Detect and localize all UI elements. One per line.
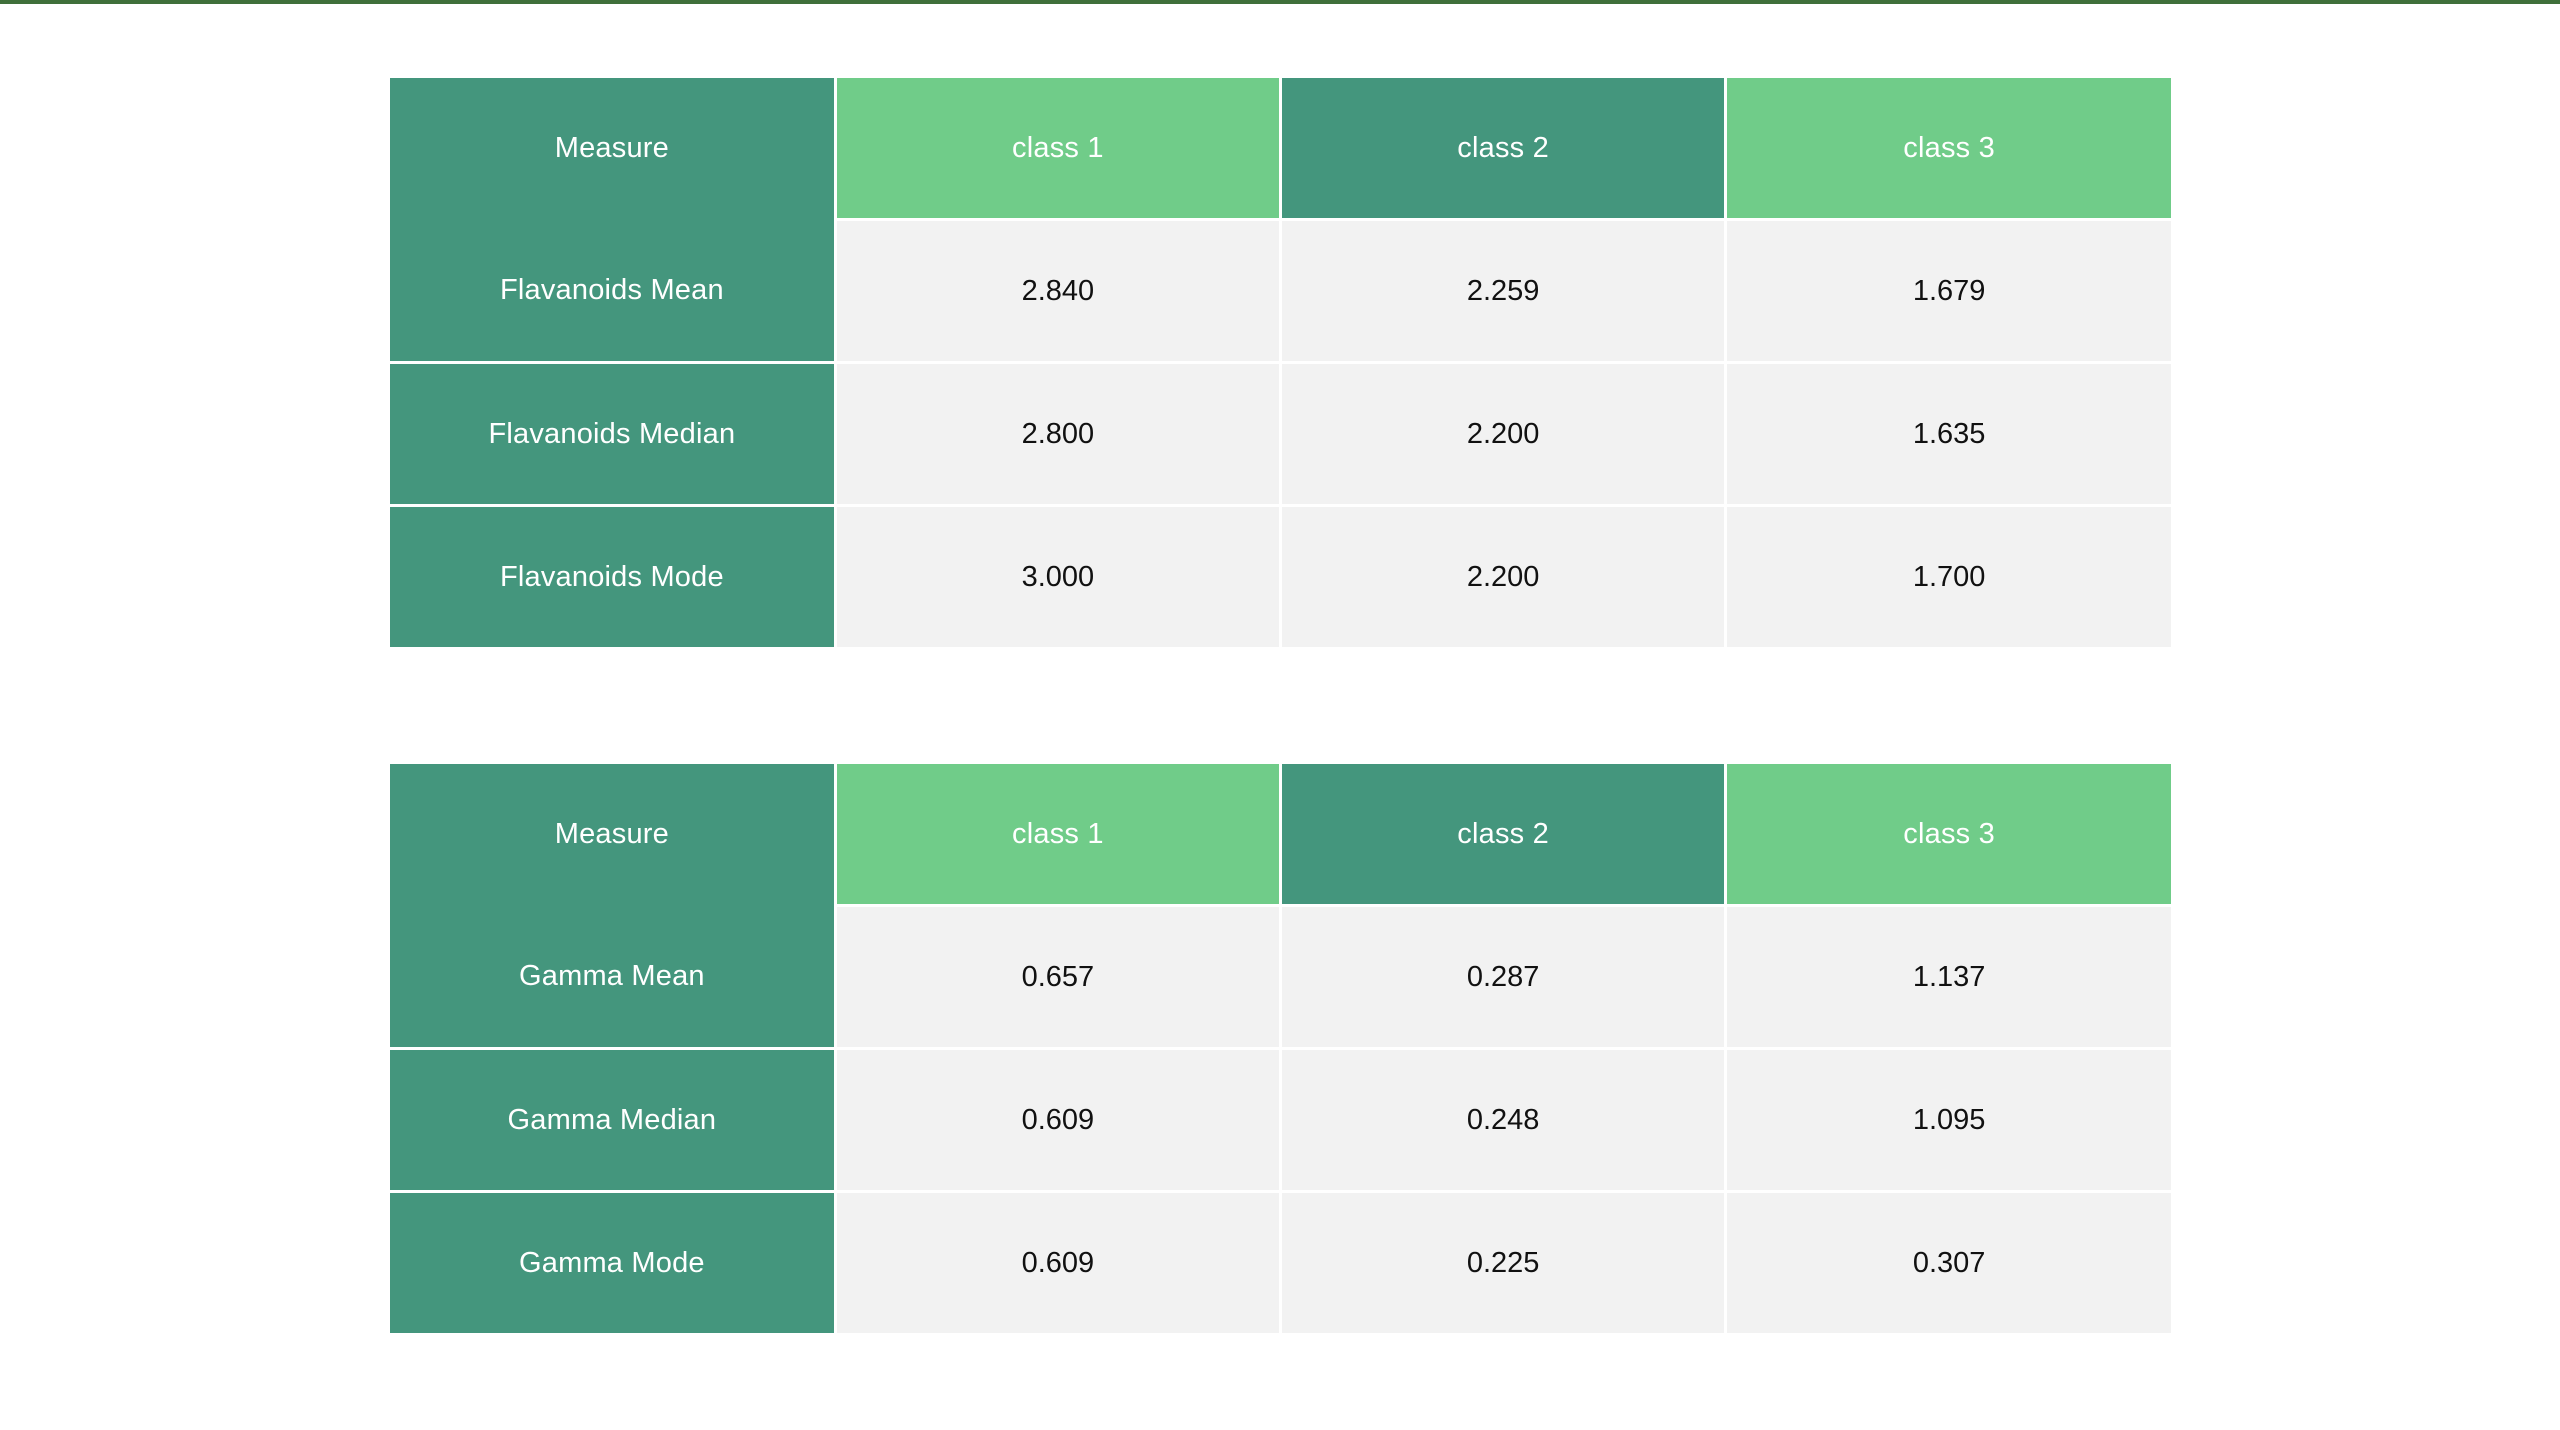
table-cell: 1.095 [1724,1047,2171,1193]
header-class-1: class 1 [833,764,1283,906]
header-class-1: class 1 [833,78,1283,220]
table-cell: 0.609 [833,1190,1283,1333]
table-cell: 0.287 [1278,904,1728,1050]
table-cell: 3.000 [833,504,1283,647]
table-header-row: Measure class 1 class 2 class 3 [390,78,2171,220]
table-cell: 2.840 [833,218,1283,364]
table-row: Gamma Mean 0.657 0.287 1.137 [390,904,2171,1050]
row-label: Flavanoids Mode [390,504,837,647]
table-cell: 2.800 [833,361,1283,507]
row-label: Flavanoids Median [390,361,837,507]
table-cell: 1.635 [1724,361,2171,507]
row-label: Flavanoids Mean [390,219,837,364]
table-cell: 2.200 [1278,504,1728,647]
row-label: Gamma Mean [390,905,837,1050]
gamma-table: Measure class 1 class 2 class 3 Gamma Me… [390,764,2171,1333]
table-cell: 0.609 [833,1047,1283,1193]
header-class-2: class 2 [1278,78,1728,220]
table-cell: 0.657 [833,904,1283,1050]
table-cell: 2.259 [1278,218,1728,364]
flavanoids-table: Measure class 1 class 2 class 3 Flavanoi… [390,78,2171,647]
table-cell: 1.700 [1724,504,2171,647]
table-cell: 0.248 [1278,1047,1728,1193]
row-label: Gamma Median [390,1047,837,1193]
header-measure: Measure [390,764,837,906]
header-class-3: class 3 [1724,78,2171,220]
table-cell: 1.137 [1724,904,2171,1050]
header-class-2: class 2 [1278,764,1728,906]
table-row: Gamma Median 0.609 0.248 1.095 [390,1047,2171,1193]
table-header-row: Measure class 1 class 2 class 3 [390,764,2171,906]
table-row: Gamma Mode 0.609 0.225 0.307 [390,1190,2171,1333]
table-cell: 0.225 [1278,1190,1728,1333]
table-cell: 0.307 [1724,1190,2171,1333]
table-cell: 2.200 [1278,361,1728,507]
table-row: Flavanoids Median 2.800 2.200 1.635 [390,361,2171,507]
header-class-3: class 3 [1724,764,2171,906]
table-row: Flavanoids Mean 2.840 2.259 1.679 [390,218,2171,364]
top-accent-bar [0,0,2560,4]
table-cell: 1.679 [1724,218,2171,364]
header-measure: Measure [390,78,837,220]
table-row: Flavanoids Mode 3.000 2.200 1.700 [390,504,2171,647]
row-label: Gamma Mode [390,1190,837,1333]
